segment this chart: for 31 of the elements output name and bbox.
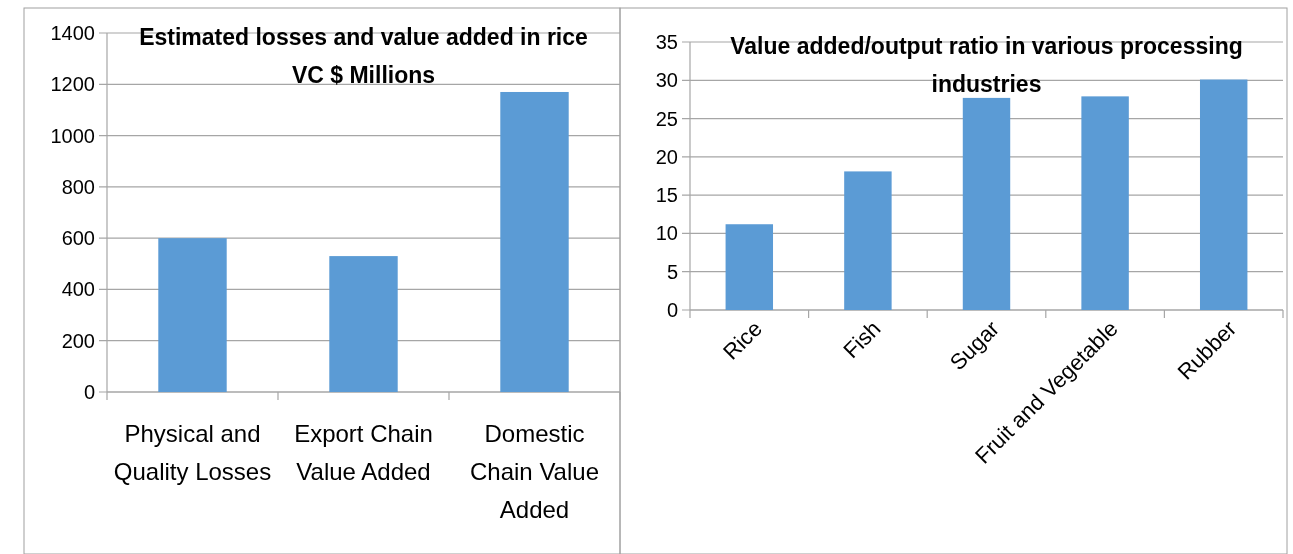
y-tick-label: 0 [666,299,678,321]
x-tick-label: Physical and Quality Losses [113,420,272,485]
y-tick-label: 800 [61,175,95,198]
bar [962,97,1011,310]
y-tick-label: 1200 [50,73,95,96]
y-tick-label: 15 [655,184,678,207]
y-tick-label: 35 [655,31,678,53]
bar [1081,96,1129,310]
y-tick-label: 400 [61,278,95,301]
bar [329,256,398,392]
chart-title: Value added/output ratio in various processing industries [730,33,1243,97]
y-tick-label: 1400 [50,22,95,44]
bar [158,238,227,392]
bar [500,91,569,392]
y-tick-label: 200 [61,329,95,352]
y-tick-label: 5 [666,260,678,283]
y-tick-label: 10 [655,222,678,245]
bar [725,224,774,310]
y-tick-label: 600 [61,227,95,250]
x-tick-label: Domestic Chain Value Added [470,420,599,523]
y-tick-label: 25 [655,107,678,130]
bar [844,171,892,310]
y-tick-label: 0 [83,381,95,403]
x-tick-label: Rice [718,315,767,365]
x-tick-label: Fish [838,315,886,363]
y-tick-label: 20 [655,145,678,168]
bar [1199,79,1248,310]
y-tick-label: 1000 [50,124,95,147]
y-tick-label: 30 [655,69,678,92]
chart-title: Estimated losses and value added in rice VC $ Millions [139,24,588,88]
x-tick-label: Export Chain Value Added [294,420,433,485]
